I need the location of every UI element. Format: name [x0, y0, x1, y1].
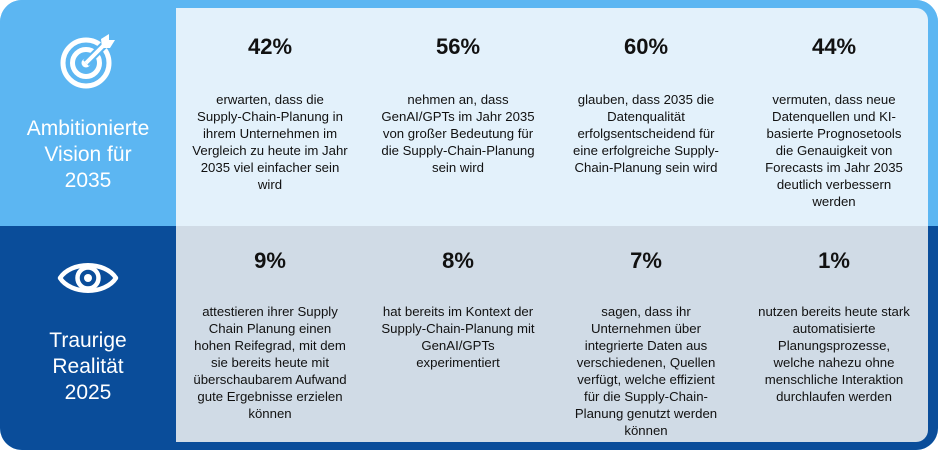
vision-stat-3: 60% glauben, dass 2035 die Datenqualität…	[552, 8, 740, 226]
reality-row: Traurige Realität 2025 9% attestieren ih…	[0, 226, 938, 450]
stat-percent: 44%	[811, 34, 857, 59]
vision-stat-4: 44% vermuten, dass neue Datenquellen und…	[740, 8, 928, 226]
stat-percent: 60%	[623, 34, 669, 59]
stat-percent: 9%	[254, 248, 286, 273]
eye-icon	[57, 256, 119, 305]
stat-percent: 8%	[442, 248, 474, 273]
stat-percent: 7%	[630, 248, 662, 273]
vision-side-panel: Ambitionierte Vision für 2035	[0, 0, 176, 226]
reality-stat-3: 7% sagen, dass ihr Unternehmen über inte…	[552, 226, 740, 442]
vision-label-line-3: 2035	[64, 169, 112, 192]
vision-stat-1: 42% erwarten, dass die Supply-Chain-Plan…	[176, 8, 364, 226]
vision-label-line-2: Vision für	[44, 143, 132, 166]
reality-stat-4: 1% nutzen bereits heute stark automatisi…	[740, 226, 928, 442]
reality-stats-panel: 9% attestieren ihrer Supply Chain Planun…	[176, 226, 928, 442]
stat-description: attestieren ihrer Supply Chain Planung e…	[193, 304, 347, 421]
reality-stat-2: 8% hat bereits im Kontext der Supply-Cha…	[364, 226, 552, 442]
stat-percent: 56%	[435, 34, 481, 59]
stat-percent: 42%	[247, 34, 293, 59]
reality-label-line-2: Realität	[52, 355, 124, 378]
reality-side-panel: Traurige Realität 2025	[0, 226, 176, 450]
reality-stat-1: 9% attestieren ihrer Supply Chain Planun…	[176, 226, 364, 442]
reality-label-line-1: Traurige	[49, 329, 127, 352]
stat-description: nutzen bereits heute stark automatisiert…	[758, 304, 910, 404]
reality-label: Traurige Realität 2025	[0, 328, 176, 406]
stat-description: nehmen an, dass GenAI/GPTs im Jahr 2035 …	[381, 92, 535, 175]
vision-stats-panel: 42% erwarten, dass die Supply-Chain-Plan…	[176, 8, 928, 226]
vision-row: Ambitionierte Vision für 2035 42% erwart…	[0, 0, 928, 226]
stat-description: vermuten, dass neue Datenquellen und KI-…	[765, 92, 903, 209]
reality-label-line-3: 2025	[64, 381, 112, 404]
stat-description: hat bereits im Kontext der Supply-Chain-…	[381, 304, 535, 370]
stat-description: erwarten, dass die Supply-Chain-Planung …	[192, 92, 348, 192]
vision-label: Ambitionierte Vision für 2035	[0, 116, 176, 194]
stat-description: sagen, dass ihr Unternehmen über integri…	[574, 304, 718, 438]
stat-description: glauben, dass 2035 die Datenqualität erf…	[573, 92, 719, 175]
vision-stat-2: 56% nehmen an, dass GenAI/GPTs im Jahr 2…	[364, 8, 552, 226]
target-icon	[59, 32, 117, 95]
vision-label-line-1: Ambitionierte	[26, 117, 150, 140]
stat-percent: 1%	[818, 248, 850, 273]
